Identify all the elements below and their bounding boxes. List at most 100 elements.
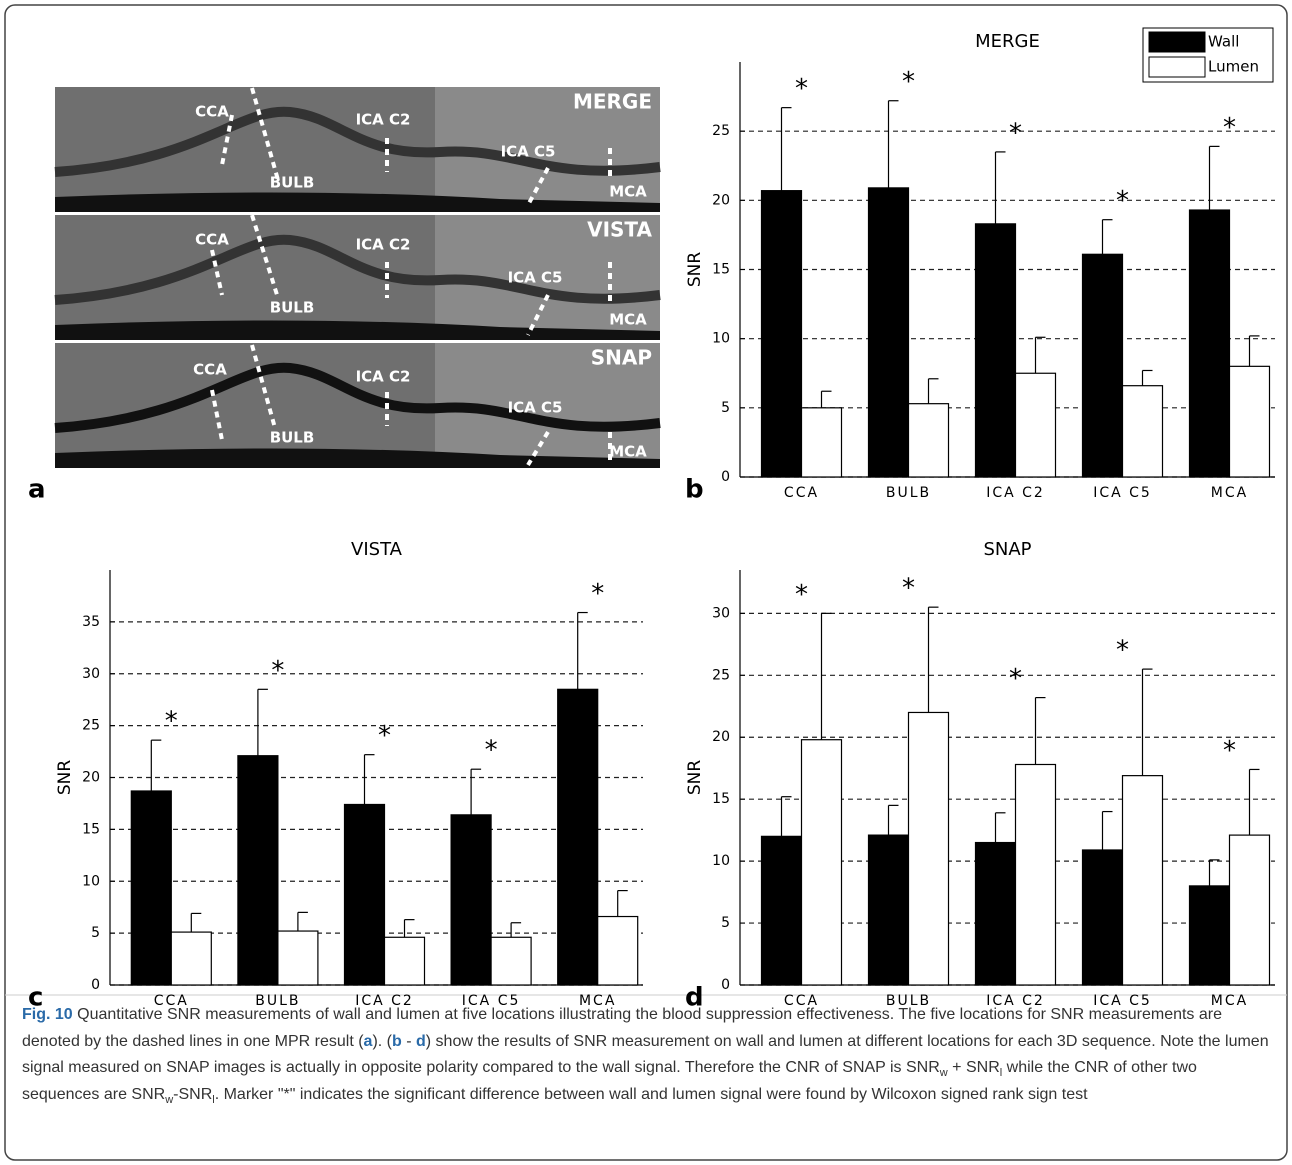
bar bbox=[1190, 886, 1230, 985]
bar bbox=[131, 791, 171, 985]
significance-marker: * bbox=[1223, 113, 1236, 143]
x-tick-label: BULB bbox=[886, 485, 931, 501]
y-tick-label: 0 bbox=[721, 469, 730, 485]
caption-text: - bbox=[402, 1033, 416, 1050]
chart-title: MERGE bbox=[975, 31, 1040, 52]
y-tick-label: 10 bbox=[712, 853, 730, 869]
significance-marker: * bbox=[1116, 636, 1129, 666]
location-label: CCA bbox=[193, 361, 227, 379]
panel-letter: a bbox=[28, 475, 46, 505]
significance-marker: * bbox=[795, 580, 808, 610]
caption-text: w bbox=[940, 1067, 948, 1079]
caption-text: d bbox=[416, 1033, 426, 1050]
y-tick-label: 25 bbox=[712, 123, 730, 139]
location-label: CCA bbox=[195, 103, 229, 121]
bar bbox=[1230, 366, 1270, 477]
significance-marker: * bbox=[1009, 664, 1022, 694]
y-tick-label: 0 bbox=[721, 977, 730, 993]
y-tick-label: 15 bbox=[712, 791, 730, 807]
y-tick-label: 30 bbox=[82, 666, 100, 682]
bar bbox=[762, 191, 802, 477]
y-tick-label: 0 bbox=[91, 977, 100, 993]
significance-marker: * bbox=[1223, 736, 1236, 766]
y-tick-label: 15 bbox=[82, 821, 100, 837]
caption: Fig. 10 Quantitative SNR measurements of… bbox=[22, 1002, 1274, 1108]
location-label: BULB bbox=[270, 299, 315, 317]
location-label: MCA bbox=[609, 443, 647, 461]
bar bbox=[802, 740, 842, 985]
y-axis-label: SNR bbox=[685, 760, 705, 796]
y-tick-label: 30 bbox=[712, 605, 730, 621]
x-tick-label: MCA bbox=[1211, 485, 1248, 501]
significance-marker: * bbox=[1116, 186, 1129, 216]
significance-marker: * bbox=[902, 574, 915, 604]
y-tick-label: 15 bbox=[712, 262, 730, 278]
significance-marker: * bbox=[795, 74, 808, 104]
sequence-label: MERGE bbox=[573, 90, 652, 114]
legend-swatch bbox=[1149, 57, 1205, 77]
significance-marker: * bbox=[378, 721, 391, 751]
significance-marker: * bbox=[485, 736, 498, 766]
chart-title: SNAP bbox=[983, 539, 1031, 560]
bar bbox=[909, 404, 949, 477]
y-tick-label: 10 bbox=[712, 331, 730, 347]
bar bbox=[762, 836, 802, 985]
bar bbox=[385, 937, 425, 985]
bar bbox=[976, 224, 1016, 477]
significance-marker: * bbox=[902, 67, 915, 97]
location-label: ICA C5 bbox=[508, 399, 563, 417]
x-tick-label: ICA C5 bbox=[1093, 485, 1152, 501]
bar bbox=[1083, 254, 1123, 477]
location-label: BULB bbox=[270, 174, 315, 192]
sequence-label: SNAP bbox=[591, 346, 652, 370]
y-tick-label: 35 bbox=[82, 614, 100, 630]
caption-text: + SNR bbox=[948, 1059, 1000, 1076]
panel-letter: b bbox=[685, 475, 704, 505]
y-tick-label: 20 bbox=[712, 192, 730, 208]
page: MERGE CCA BULB ICA C2 ICA C5 MCA VISTA CCA BULB I… bbox=[0, 0, 1292, 1165]
y-tick-label: 25 bbox=[712, 667, 730, 683]
location-label: ICA C2 bbox=[356, 111, 411, 129]
y-tick-label: 5 bbox=[721, 400, 730, 416]
y-tick-label: 5 bbox=[91, 925, 100, 941]
location-label: MCA bbox=[609, 183, 647, 201]
location-label: ICA C5 bbox=[501, 143, 556, 161]
y-tick-label: 5 bbox=[721, 915, 730, 931]
legend-label: Wall bbox=[1208, 33, 1239, 51]
bar bbox=[1016, 764, 1056, 985]
y-axis-label: SNR bbox=[685, 252, 705, 288]
bar bbox=[976, 843, 1016, 985]
bar bbox=[558, 689, 598, 985]
y-tick-label: 10 bbox=[82, 873, 100, 889]
y-tick-label: 25 bbox=[82, 718, 100, 734]
location-label: CCA bbox=[195, 231, 229, 249]
caption-text: Fig. 10 bbox=[22, 1006, 73, 1023]
caption-text: -SNR bbox=[173, 1086, 212, 1103]
caption-text: ). ( bbox=[372, 1033, 392, 1050]
significance-marker: * bbox=[271, 656, 284, 686]
significance-marker: * bbox=[1009, 118, 1022, 148]
caption-text: . Marker "*" indicates the significant d… bbox=[215, 1086, 1088, 1103]
bar bbox=[1230, 835, 1270, 985]
bar bbox=[1123, 386, 1163, 477]
location-label: BULB bbox=[270, 429, 315, 447]
bar bbox=[171, 932, 211, 985]
bar bbox=[1123, 776, 1163, 985]
location-label: ICA C5 bbox=[508, 269, 563, 287]
bar bbox=[909, 712, 949, 985]
bar bbox=[802, 408, 842, 477]
caption-text: w bbox=[165, 1094, 173, 1106]
legend-label: Lumen bbox=[1208, 58, 1259, 76]
sequence-label: VISTA bbox=[587, 218, 652, 242]
bar bbox=[278, 931, 318, 985]
significance-marker: * bbox=[165, 707, 178, 737]
mri-panel: MERGE CCA BULB ICA C2 ICA C5 MCA VISTA CCA BULB I… bbox=[55, 87, 660, 468]
y-tick-label: 20 bbox=[712, 729, 730, 745]
bar bbox=[345, 804, 385, 985]
chart-title: VISTA bbox=[351, 539, 403, 560]
bar bbox=[238, 756, 278, 985]
bar bbox=[869, 835, 909, 985]
significance-marker: * bbox=[591, 579, 604, 609]
bar bbox=[451, 815, 491, 985]
legend-swatch bbox=[1149, 32, 1205, 52]
